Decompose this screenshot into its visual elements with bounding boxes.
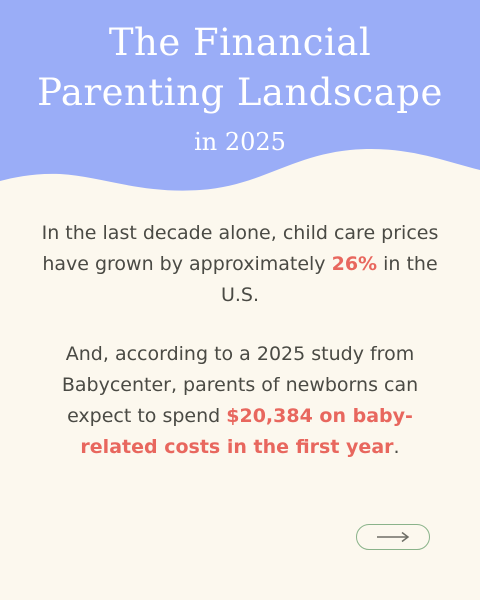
page-subtitle: in 2025 [194, 128, 286, 156]
next-button[interactable] [356, 524, 430, 550]
arrow-right-icon [377, 531, 410, 543]
paragraph-childcare-text-1: In the last decade alone, child care pri… [41, 222, 439, 275]
header-title-block: The Financial Parenting Landscape in 202… [0, 18, 480, 162]
page-title-line-1: The Financial [108, 21, 372, 64]
body-text: In the last decade alone, child care pri… [40, 218, 440, 463]
paragraph-childcare-text-2: in the U.S. [220, 253, 438, 306]
childcare-growth-highlight: 26% [331, 253, 378, 275]
newborn-cost-highlight: $20,384 on baby-related costs in the fir… [80, 405, 413, 458]
paragraph-newborn-text-2: . [393, 436, 400, 458]
header-banner [0, 0, 480, 191]
paragraph-newborn-costs: And, according to a 2025 study from Baby… [40, 339, 440, 463]
paragraph-childcare: In the last decade alone, child care pri… [40, 218, 440, 311]
paragraph-newborn-text-1: And, according to a 2025 study from Baby… [61, 343, 419, 427]
page-title-line-2: Parenting Landscape [37, 71, 443, 114]
